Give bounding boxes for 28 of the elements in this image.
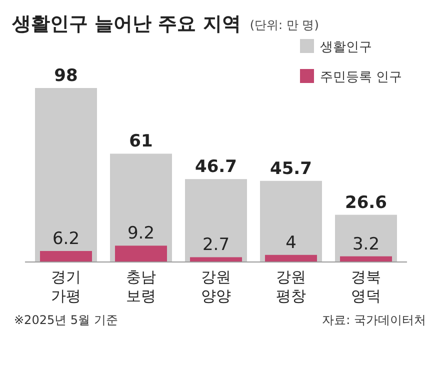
data-label: 2.7 [202,235,230,256]
bar [115,246,167,262]
bar [190,257,242,262]
bar [40,250,92,262]
data-label: 61 [129,132,153,152]
text: 자료: 국가데이터처 [322,313,426,327]
data-label: 4 [286,232,296,253]
data-label: 98 [54,66,78,86]
data-label: 46.7 [195,157,237,178]
bar [260,180,322,262]
x-tick-label: 경기 가평 [51,268,81,305]
chart-title: 생활인구 늘어난 주요 지역 [11,13,241,35]
legend-label: 주민등록 인구 [320,70,402,85]
bar [35,88,97,262]
bar [265,254,317,262]
x-tick-label: 강원 평창 [276,268,306,305]
data-label: 45.7 [270,158,312,179]
data-label: 9.2 [127,224,155,244]
bar [185,179,247,262]
legend-label: 생활인구 [320,40,372,55]
data-label: 3.2 [352,234,380,254]
text: ※2025년 5월 기준 [14,313,118,327]
x-tick-label: 강원 양양 [201,268,231,305]
chart-subtitle: (단위: 만 명) [250,18,319,32]
data-label: 26.6 [345,192,387,213]
x-tick-label: 경북 영덕 [351,268,381,305]
data-label: 6.2 [52,228,80,249]
x-tick-label: 충남 보령 [126,268,156,305]
